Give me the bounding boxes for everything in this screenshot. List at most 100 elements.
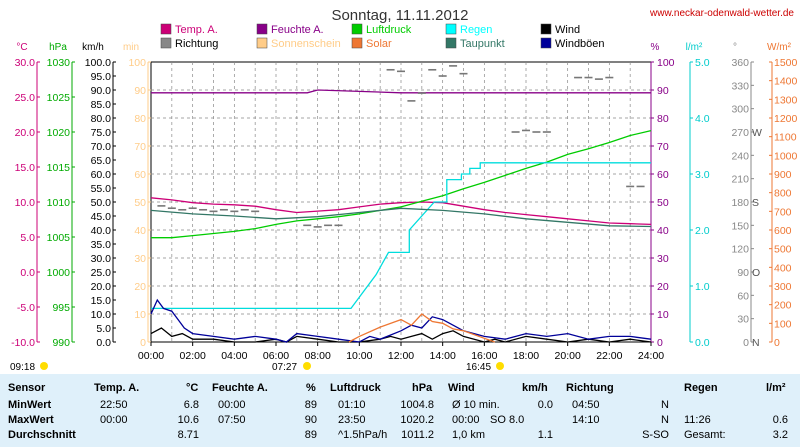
axis-tick-label-wind: 85.0 (91, 99, 112, 111)
axis-tick-label-solar: 400 (774, 262, 792, 274)
axis-tick-label-wind: 90.0 (91, 85, 112, 97)
axis-tick-label-sun: 40 (134, 225, 146, 237)
axis-tick-label-wind: 40.0 (91, 225, 112, 237)
stat-wind-val: 1.1 (537, 429, 553, 441)
grid (150, 61, 652, 343)
direction-mark (574, 76, 583, 79)
axis-tick-label-wind: 70.0 (91, 141, 112, 153)
stat-rain-time: 11:26 (684, 414, 711, 426)
weather-chart: Sonntag, 11.11.2012 www.neckar-odenwald-… (10, 7, 798, 373)
x-tick-label: 02:00 (180, 350, 206, 362)
axis-tick-label-press: 1000 (47, 267, 71, 279)
axis-tick-label-hum: 50 (657, 197, 669, 209)
axis-tick-label-sun: 50 (134, 197, 146, 209)
axis-tick-label-temp: 15.0 (15, 162, 36, 174)
compass-label: N (752, 337, 760, 349)
direction-mark (199, 208, 208, 211)
axis-tick-label-wind: 0.0 (96, 337, 111, 349)
legend-swatch (540, 23, 552, 35)
axis-tick-label-dir: 120 (731, 244, 749, 256)
axis-tick-label-dir: 210 (731, 174, 749, 186)
direction-mark (407, 100, 416, 102)
legend-swatch (445, 37, 457, 49)
compass-label: O (752, 267, 760, 279)
series-luftdruck (151, 129, 652, 239)
axis-tick-label-solar: 600 (774, 225, 792, 237)
x-tick-label: 08:00 (305, 350, 331, 362)
axis-tick-label-sun: 90 (134, 85, 146, 97)
axis-tick-label-solar: 500 (774, 244, 792, 256)
compass-label: S (752, 197, 759, 209)
legend-swatch (256, 23, 268, 35)
axis-tick-label-wind: 95.0 (91, 71, 112, 83)
axis-tick-label-solar: 1100 (774, 132, 797, 144)
x-tick-label: 06:00 (263, 350, 289, 362)
hdr-temp: Temp. A. (94, 382, 140, 394)
axis-tick-label-dir: 240 (731, 150, 749, 162)
stat-press-val: 1020.2 (400, 414, 434, 426)
axis-tick-label-temp: 5.0 (20, 232, 35, 244)
stat-hum-val: 90 (304, 414, 317, 426)
series-taupunkt (150, 207, 652, 228)
legend-label: Feuchte A. (271, 24, 324, 36)
x-tick-label: 12:00 (388, 350, 414, 362)
axis-tick-label-sun: 80 (134, 113, 146, 125)
stat-wind-time: 1,0 km (452, 429, 486, 441)
stat-label: MinWert (8, 399, 52, 411)
x-tick-label: 18:00 (513, 350, 539, 362)
axis-tick-label-press: 1005 (47, 232, 71, 244)
axis-tick-label-dir: 60 (737, 290, 749, 302)
sunset-time: 16:45 (466, 362, 491, 373)
stat-dir-time: 04:50 (572, 399, 600, 411)
series-solar (348, 313, 496, 343)
direction-mark (449, 65, 458, 67)
legend-label: Taupunkt (460, 38, 505, 50)
axis-tick-label-solar: 1200 (774, 113, 798, 125)
axis-unit-solar: W/m² (767, 42, 792, 53)
axis-tick-label-rain: 4.0 (695, 113, 710, 125)
axis-tick-label-temp: -10.0 (11, 337, 35, 349)
hdr-wind-unit: km/h (522, 382, 548, 394)
x-tick-label: 10:00 (346, 350, 372, 362)
x-axis-labels: 00:00 02:00 04:00 06:00 08:00 10:00 12:00 14:00… (138, 342, 664, 362)
stat-hum-val: 89 (304, 429, 317, 441)
direction-mark (397, 70, 405, 73)
stat-press-time: ^1.5hPa/h (338, 429, 388, 441)
sunset-icon (496, 362, 504, 370)
axis-tick-label-solar: 900 (774, 169, 792, 181)
legend: Temp. A. Feuchte A. Luftdruck Regen Wind Rich… (160, 23, 605, 50)
axis-unit-press: hPa (49, 42, 67, 53)
hdr-temp-unit: °C (186, 382, 199, 394)
direction-mark (303, 224, 312, 227)
direction-mark (219, 208, 228, 211)
legend-label: Luftdruck (366, 24, 412, 36)
axis-tick-label-hum: 40 (657, 225, 669, 237)
x-tick-label: 04:00 (221, 350, 247, 362)
axis-tick-label-wind: 25.0 (91, 267, 112, 279)
legend-label: Wind (555, 24, 580, 36)
legend-label: Sonnenschein (271, 38, 341, 50)
stat-dir-val: S-SO (642, 429, 669, 441)
series-regen (151, 162, 651, 310)
axis-tick-label-temp: 20.0 (15, 127, 36, 139)
direction-mark (230, 210, 239, 213)
stat-wind-mid: SO 8.0 (490, 414, 525, 426)
axis-tick-label-rain: 2.0 (695, 225, 710, 237)
axis-tick-label-solar: 1500 (774, 57, 798, 69)
axis-tick-label-solar: 700 (774, 206, 792, 218)
axis-tick-label-wind: 55.0 (91, 183, 112, 195)
axis-tick-label-hum: 90 (657, 85, 669, 97)
axis-tick-label-dir: 180 (731, 197, 749, 209)
direction-mark (313, 226, 322, 228)
axis-tick-label-press: 1010 (47, 197, 71, 209)
axis-unit-sun: min (123, 42, 139, 53)
series-wind (150, 327, 652, 343)
axis-tick-label-temp: 25.0 (15, 92, 36, 104)
axis-tick-label-press: 1030 (47, 57, 71, 69)
stat-temp-time: 22:50 (100, 399, 128, 411)
stat-dir-val: N (661, 399, 669, 411)
axis-unit-temp: °C (16, 42, 27, 53)
stat-temp-val: 10.6 (177, 414, 199, 426)
axis-tick-label-solar: 200 (774, 300, 792, 312)
stat-rain-val: 0.6 (772, 414, 788, 426)
